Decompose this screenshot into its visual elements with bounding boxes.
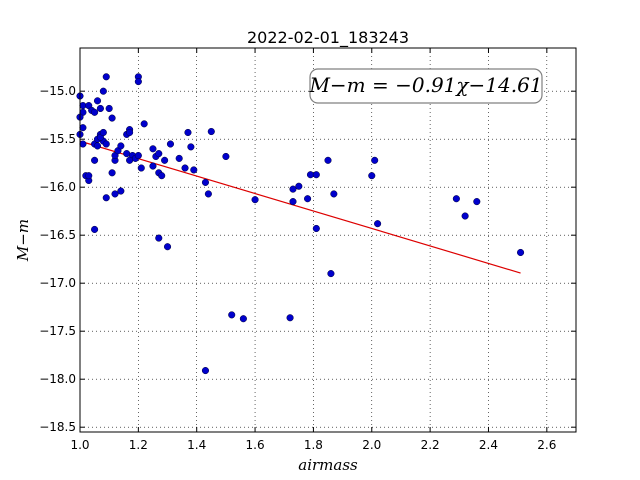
fit-line-group bbox=[79, 140, 521, 274]
data-point bbox=[166, 140, 174, 148]
data-point bbox=[158, 172, 166, 180]
data-point bbox=[251, 196, 259, 204]
data-point bbox=[228, 311, 236, 319]
data-point bbox=[175, 154, 183, 162]
data-point bbox=[93, 97, 102, 105]
data-point bbox=[79, 124, 87, 132]
fit-line bbox=[79, 140, 521, 274]
data-point bbox=[96, 104, 104, 113]
data-point bbox=[239, 315, 247, 323]
data-point bbox=[286, 314, 294, 322]
x-tick-label: 1.0 bbox=[70, 438, 89, 452]
data-point bbox=[327, 270, 335, 278]
y-tick-label: −15.0 bbox=[39, 84, 76, 98]
data-point bbox=[289, 198, 297, 206]
x-tick-label: 1.6 bbox=[246, 438, 265, 452]
data-point bbox=[126, 128, 134, 137]
x-tick-label: 1.4 bbox=[187, 438, 206, 452]
annotation-box bbox=[309, 68, 543, 104]
data-point bbox=[93, 142, 102, 150]
data-point bbox=[207, 127, 215, 136]
data-point bbox=[79, 140, 87, 148]
data-point bbox=[289, 185, 297, 193]
data-point bbox=[134, 151, 142, 160]
fit-annotation: M−m = −0.91χ−14.61 bbox=[308, 73, 542, 97]
x-tick-label: 1.8 bbox=[304, 438, 323, 452]
data-point bbox=[304, 195, 312, 203]
data-point bbox=[91, 156, 99, 164]
data-points bbox=[76, 73, 525, 375]
data-point bbox=[102, 194, 110, 202]
data-point bbox=[134, 78, 142, 86]
data-point bbox=[111, 190, 119, 198]
data-point bbox=[99, 128, 107, 137]
data-point bbox=[190, 166, 198, 174]
y-tick-label: −18.5 bbox=[39, 420, 76, 434]
data-point bbox=[222, 152, 230, 161]
data-point bbox=[184, 128, 192, 137]
data-point bbox=[117, 142, 125, 150]
data-point bbox=[137, 164, 145, 172]
data-point bbox=[140, 120, 148, 128]
data-point bbox=[149, 162, 157, 170]
y-tick-label: −16.0 bbox=[39, 180, 76, 194]
data-point bbox=[149, 145, 157, 153]
data-point bbox=[517, 248, 525, 257]
data-point bbox=[102, 73, 110, 81]
x-axis-ticks: 1.0 1.2 1.4 1.6 1.8 2.0 2.2 2.4 2.6 bbox=[70, 48, 556, 452]
data-point bbox=[155, 234, 163, 242]
data-point bbox=[473, 198, 481, 206]
data-point bbox=[330, 190, 338, 198]
data-point bbox=[312, 224, 320, 233]
data-point bbox=[91, 225, 99, 233]
y-tick-label: −15.5 bbox=[39, 132, 76, 146]
grid-lines bbox=[79, 48, 576, 432]
data-point bbox=[163, 243, 172, 251]
data-point bbox=[155, 150, 163, 158]
data-point bbox=[201, 178, 210, 186]
data-point bbox=[204, 190, 212, 198]
data-point bbox=[187, 143, 195, 151]
y-tick-label: −16.5 bbox=[39, 228, 76, 242]
data-point bbox=[324, 156, 332, 164]
plot-frame bbox=[79, 47, 577, 433]
data-point bbox=[99, 87, 107, 95]
data-point bbox=[201, 367, 210, 375]
chart-title: 2022-02-01_183243 bbox=[247, 28, 409, 48]
data-point bbox=[161, 156, 169, 164]
data-point bbox=[295, 182, 303, 190]
data-point bbox=[105, 104, 113, 113]
data-point bbox=[371, 156, 379, 164]
x-tick-label: 2.4 bbox=[479, 438, 498, 452]
data-point bbox=[312, 171, 320, 179]
data-point bbox=[374, 220, 382, 228]
data-point bbox=[91, 108, 99, 116]
y-tick-label: −17.5 bbox=[39, 324, 76, 338]
data-point bbox=[452, 195, 460, 203]
x-tick-label: 2.0 bbox=[362, 438, 381, 452]
y-axis-ticks: −15.0 −15.5 −16.0 −16.5 −17.0 −17.5 −18.0 −18.5 bbox=[39, 84, 576, 434]
data-point bbox=[108, 169, 116, 177]
data-point bbox=[461, 212, 469, 220]
y-axis-label: M−m bbox=[14, 219, 32, 262]
data-point bbox=[368, 172, 376, 180]
x-axis-label: airmass bbox=[298, 456, 358, 474]
data-point bbox=[85, 172, 93, 180]
x-tick-label: 2.6 bbox=[537, 438, 556, 452]
x-tick-label: 1.2 bbox=[129, 438, 148, 452]
data-point bbox=[108, 114, 116, 122]
data-point bbox=[102, 140, 110, 148]
x-tick-label: 2.2 bbox=[421, 438, 440, 452]
data-point bbox=[117, 187, 125, 195]
y-tick-label: −17.0 bbox=[39, 276, 76, 290]
data-point bbox=[181, 164, 189, 172]
y-tick-label: −18.0 bbox=[39, 372, 76, 386]
